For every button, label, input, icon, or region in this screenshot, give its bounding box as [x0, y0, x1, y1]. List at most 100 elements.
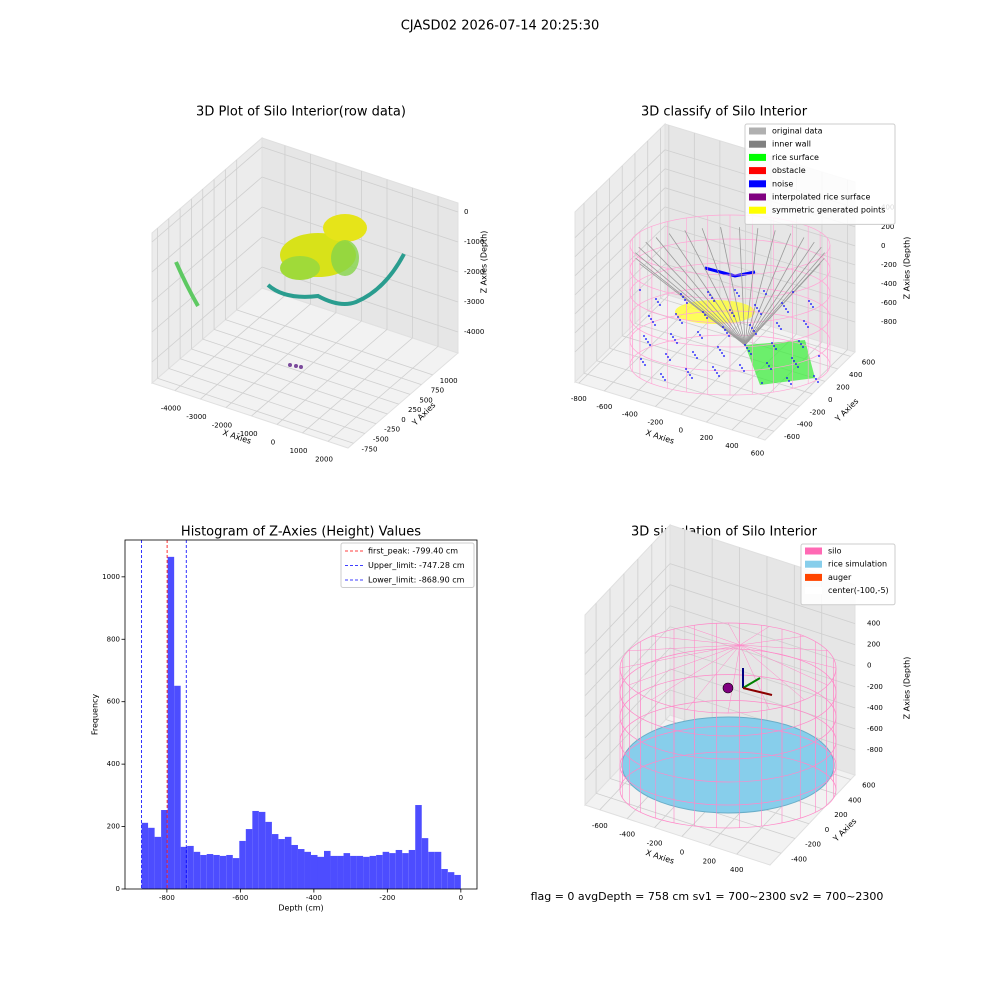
y-tick-label: -250 [384, 426, 400, 434]
y-tick-label: 400 [849, 371, 862, 379]
bar [304, 851, 311, 889]
legend-swatch [749, 206, 766, 214]
points-blue [702, 311, 704, 313]
x-tick-label: -400 [619, 831, 635, 839]
bar [330, 855, 338, 889]
bar [408, 849, 416, 889]
pane-back [261, 137, 459, 354]
scan-arc [174, 261, 200, 307]
legend-frame [800, 543, 896, 606]
points-blue [776, 322, 778, 324]
x-tick-label: -600 [592, 822, 608, 830]
y-axis-label: Frequency [91, 694, 100, 736]
legend-swatch [749, 127, 766, 135]
bar [148, 827, 155, 889]
wireframe-line [739, 635, 805, 646]
bar [226, 854, 233, 889]
x-tick-label: 1000 [290, 447, 308, 455]
points-blue [815, 378, 817, 380]
points-blue [689, 374, 691, 376]
points-gray [720, 227, 746, 346]
grid-line [151, 236, 263, 333]
points-blue [664, 379, 666, 381]
points-gray [635, 252, 746, 346]
bar [232, 858, 240, 889]
x-tick-label: -3000 [186, 413, 206, 421]
points-gray [655, 237, 746, 346]
points-blue [724, 329, 726, 331]
x-tick-label: 2000 [315, 455, 333, 463]
bar [324, 850, 331, 889]
x-tick-label: -400 [622, 411, 638, 419]
points-blue [765, 293, 767, 295]
grid-line [179, 358, 377, 425]
y-tick-label: 600 [862, 782, 875, 790]
x-tick-label: -1000 [237, 430, 257, 438]
wireframe-line [628, 644, 741, 652]
grid-line [629, 310, 721, 400]
legend-label: rice surface [772, 153, 819, 162]
points-blue [691, 377, 693, 379]
legend-swatch [749, 193, 766, 201]
bar [252, 810, 259, 889]
points-gray [744, 237, 805, 346]
z-tick-label: 0 [867, 662, 871, 670]
points-blue [736, 292, 738, 294]
wireframe-line [651, 644, 741, 701]
points-blue [729, 309, 731, 311]
legend-swatch [805, 587, 822, 595]
y-tick-label: 200 [836, 383, 849, 391]
bar [258, 811, 266, 889]
bar [213, 854, 220, 889]
grid-line [261, 146, 459, 213]
bar [200, 854, 207, 889]
points-gray [684, 230, 746, 346]
z-tick-label: -400 [867, 704, 883, 712]
wireframe-line [727, 622, 741, 646]
points-blue [685, 368, 687, 370]
points-blue [647, 341, 649, 343]
point-cloud [174, 214, 406, 369]
points-blue [665, 353, 667, 355]
points-blue [707, 291, 709, 293]
points-blue [744, 344, 746, 346]
grid-line [583, 372, 775, 432]
legend-label: obstacle [772, 166, 806, 175]
bar [284, 836, 292, 889]
grid-line [584, 563, 671, 654]
points-blue [808, 300, 810, 302]
x-tick-label: 600 [751, 450, 764, 458]
grid-line [174, 295, 286, 391]
wireframe-line [739, 626, 770, 646]
legend-swatch [805, 573, 822, 581]
y-tick-label: 500 [419, 396, 432, 404]
bar [454, 874, 461, 889]
points-blue [648, 315, 650, 317]
grid-line [251, 320, 362, 417]
y-tick-label: -200 [810, 408, 826, 416]
point [294, 364, 298, 368]
points-blue [701, 337, 703, 339]
auger-axis [742, 687, 773, 696]
bar [428, 851, 435, 889]
y-tick-label: 1000 [440, 377, 458, 385]
bar [415, 805, 422, 889]
x-tick-label: -2000 [212, 422, 232, 430]
points-blue [760, 313, 762, 315]
points-blue [711, 297, 713, 299]
bar [265, 821, 272, 889]
x-tick-label: 200 [700, 434, 713, 442]
y-tick-label: -600 [784, 433, 800, 441]
points-blue [746, 347, 748, 349]
points-blue [676, 342, 678, 344]
points-blue [659, 304, 661, 306]
y-tick-label: 0 [825, 826, 829, 834]
x-tick-label: 0 [459, 894, 463, 902]
y-tick-label: 400 [107, 760, 120, 768]
legend-label: rice simulation [828, 560, 887, 569]
grid-line [236, 309, 433, 376]
points-blue [797, 366, 799, 368]
x-tick-label: 200 [703, 857, 716, 865]
points-blue [704, 314, 706, 316]
panel-title: Histogram of Z-Axies (Height) Values [181, 525, 421, 540]
